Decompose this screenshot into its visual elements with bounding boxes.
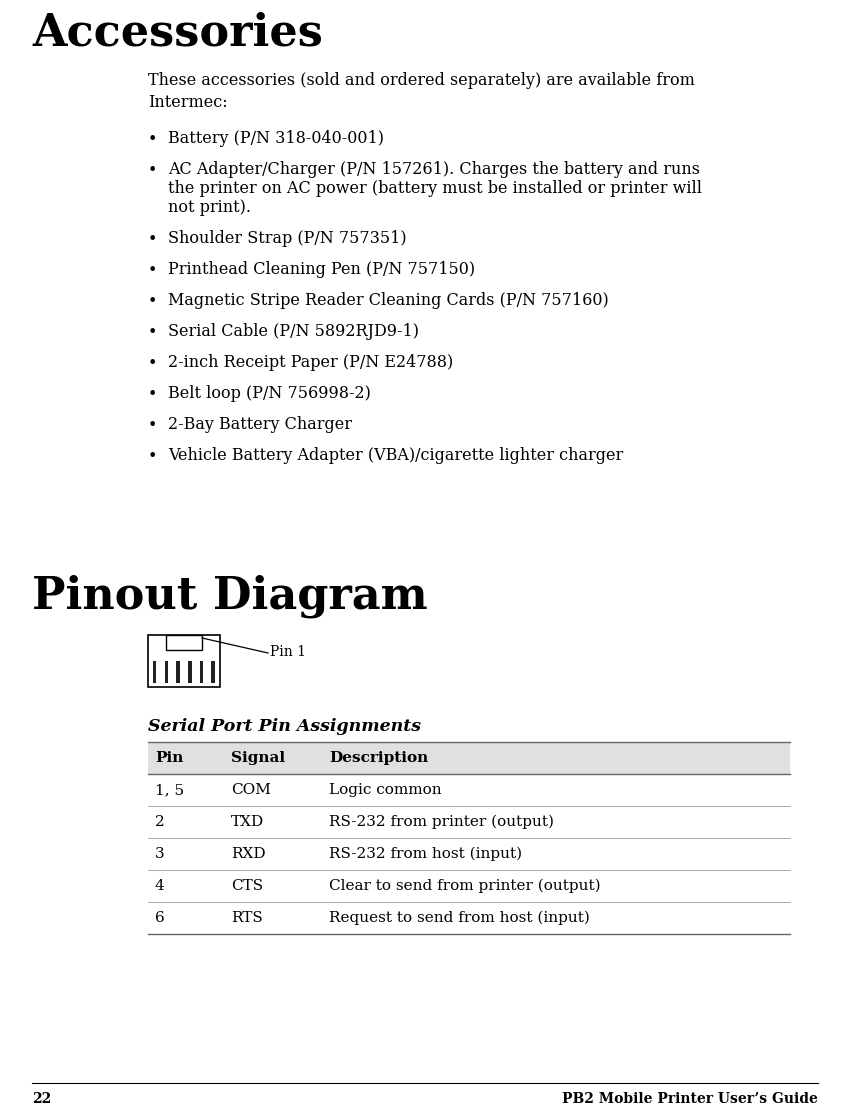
- Text: CTS: CTS: [231, 879, 264, 893]
- Text: 22: 22: [32, 1092, 51, 1106]
- Text: 4: 4: [155, 879, 165, 893]
- Text: •: •: [148, 386, 157, 403]
- Text: Serial Cable (P/N 5892RJD9-1): Serial Cable (P/N 5892RJD9-1): [168, 323, 419, 340]
- Text: Belt loop (P/N 756998-2): Belt loop (P/N 756998-2): [168, 385, 371, 403]
- Text: Serial Port Pin Assignments: Serial Port Pin Assignments: [148, 718, 421, 735]
- Text: Vehicle Battery Adapter (VBA)/cigarette lighter charger: Vehicle Battery Adapter (VBA)/cigarette …: [168, 447, 623, 464]
- Text: Magnetic Stripe Reader Cleaning Cards (P/N 757160): Magnetic Stripe Reader Cleaning Cards (P…: [168, 292, 609, 309]
- Text: Description: Description: [329, 752, 428, 765]
- Text: Pin 1: Pin 1: [270, 644, 306, 659]
- Text: Logic common: Logic common: [329, 783, 442, 797]
- Text: TXD: TXD: [231, 815, 264, 828]
- Text: Pin: Pin: [155, 752, 184, 765]
- Text: Shoulder Strap (P/N 757351): Shoulder Strap (P/N 757351): [168, 230, 406, 248]
- Text: PB2 Mobile Printer User’s Guide: PB2 Mobile Printer User’s Guide: [562, 1092, 818, 1106]
- Text: Intermec:: Intermec:: [148, 94, 228, 112]
- Text: •: •: [148, 448, 157, 465]
- Text: •: •: [148, 262, 157, 279]
- Text: 1, 5: 1, 5: [155, 783, 184, 797]
- Text: 2: 2: [155, 815, 165, 828]
- Bar: [148, 636, 220, 687]
- Text: Request to send from host (input): Request to send from host (input): [329, 911, 590, 925]
- Text: COM: COM: [231, 783, 271, 797]
- Text: 2-Bay Battery Charger: 2-Bay Battery Charger: [168, 416, 352, 433]
- Text: RS-232 from printer (output): RS-232 from printer (output): [329, 815, 554, 830]
- Bar: [165, 661, 168, 683]
- Text: 2-inch Receipt Paper (P/N E24788): 2-inch Receipt Paper (P/N E24788): [168, 353, 453, 371]
- Text: 6: 6: [155, 911, 165, 925]
- Bar: [166, 636, 202, 650]
- Text: •: •: [148, 162, 157, 180]
- Text: •: •: [148, 293, 157, 310]
- Text: •: •: [148, 130, 157, 148]
- Text: Accessories: Accessories: [32, 12, 323, 55]
- Text: •: •: [148, 231, 157, 248]
- Bar: [212, 661, 215, 683]
- Text: Clear to send from printer (output): Clear to send from printer (output): [329, 879, 601, 893]
- Text: not print).: not print).: [168, 198, 251, 216]
- Bar: [148, 741, 790, 774]
- Bar: [188, 661, 191, 683]
- Bar: [200, 661, 203, 683]
- Text: RS-232 from host (input): RS-232 from host (input): [329, 846, 522, 861]
- Text: •: •: [148, 355, 157, 372]
- Text: Pinout Diagram: Pinout Diagram: [32, 575, 428, 619]
- Text: the printer on AC power (battery must be installed or printer will: the printer on AC power (battery must be…: [168, 180, 702, 197]
- Text: RXD: RXD: [231, 847, 265, 861]
- Text: Battery (P/N 318-040-001): Battery (P/N 318-040-001): [168, 130, 384, 147]
- Text: 3: 3: [155, 847, 165, 861]
- Text: RTS: RTS: [231, 911, 263, 925]
- Text: These accessories (sold and ordered separately) are available from: These accessories (sold and ordered sepa…: [148, 72, 694, 89]
- Text: •: •: [148, 417, 157, 434]
- Text: •: •: [148, 324, 157, 341]
- Text: Signal: Signal: [231, 752, 285, 765]
- Text: Printhead Cleaning Pen (P/N 757150): Printhead Cleaning Pen (P/N 757150): [168, 261, 475, 278]
- Text: AC Adapter/Charger (P/N 157261). Charges the battery and runs: AC Adapter/Charger (P/N 157261). Charges…: [168, 161, 700, 178]
- Bar: [153, 661, 156, 683]
- Bar: [177, 661, 180, 683]
